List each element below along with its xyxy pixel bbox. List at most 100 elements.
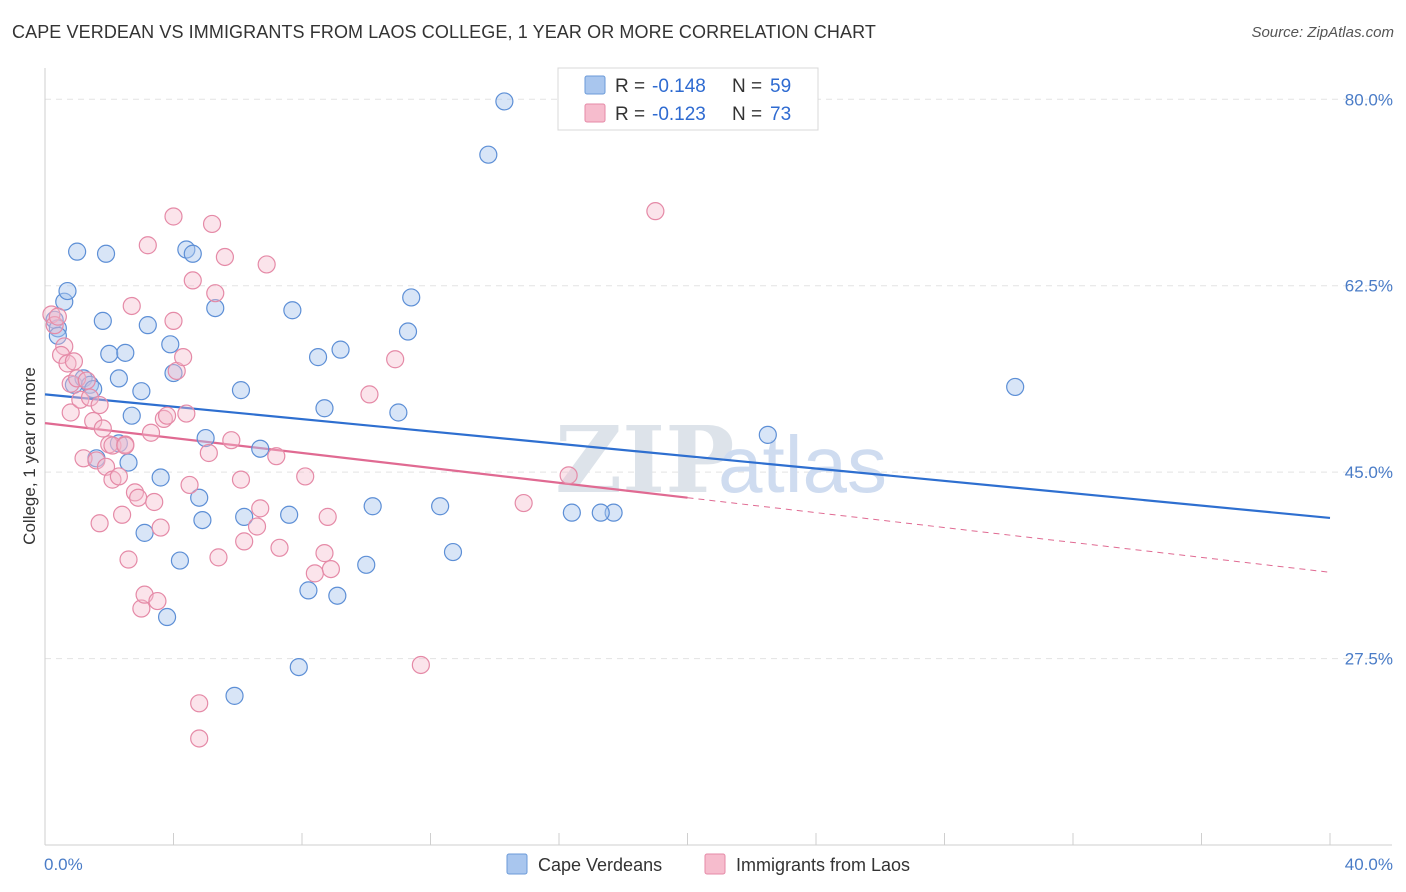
point-cape-verdean-15	[109, 369, 128, 388]
point-cape-verdean-40	[299, 581, 318, 600]
legend-swatch-blue	[584, 75, 606, 95]
point-laos-49	[206, 284, 225, 303]
point-laos-34	[148, 591, 167, 611]
point-cape-verdean-25	[164, 363, 183, 383]
point-cape-verdean-54	[562, 503, 581, 522]
point-laos-13	[84, 411, 103, 431]
point-cape-verdean-50	[431, 497, 450, 516]
point-laos-29	[132, 599, 151, 618]
point-laos-55	[247, 517, 267, 536]
point-laos-16	[90, 514, 109, 533]
point-cape-verdean-34	[231, 381, 251, 400]
point-cape-verdean-16	[116, 343, 135, 362]
point-laos-45	[190, 694, 209, 713]
legend-r-value-1: -0.148	[652, 76, 706, 97]
legend-n-label-1: N =	[732, 76, 762, 97]
chart-source: Source: ZipAtlas.com	[1251, 24, 1394, 41]
point-cape-verdean-33	[225, 686, 244, 705]
bottom-legend: Cape Verdeans Immigrants from Laos	[506, 853, 910, 875]
point-cape-verdean-28	[183, 244, 202, 263]
axes	[44, 68, 1392, 846]
point-laos-43	[180, 475, 199, 495]
point-laos-66	[386, 350, 405, 369]
point-laos-52	[222, 431, 241, 450]
point-laos-53	[231, 470, 251, 489]
point-cape-verdean-32	[206, 299, 225, 318]
point-cape-verdean-49	[402, 288, 421, 307]
legend-swatch-pink	[584, 103, 606, 123]
y-axis-label: College, 1 year or more	[20, 367, 39, 545]
point-laos-58	[267, 447, 286, 466]
watermark-atlas: atlas	[718, 420, 887, 509]
chart-title: CAPE VERDEAN VS IMMIGRANTS FROM LAOS COL…	[12, 22, 876, 42]
point-laos-44	[183, 271, 202, 290]
x-tick-labels: 0.0% 40.0%	[44, 855, 1393, 874]
point-cape-verdean-23	[157, 607, 177, 627]
point-laos-17	[93, 419, 112, 438]
point-laos-41	[174, 348, 193, 367]
point-laos-69	[559, 466, 578, 485]
legend-r-label-1: R =	[615, 76, 645, 97]
point-cape-verdean-39	[289, 657, 308, 677]
point-laos-61	[305, 564, 324, 583]
point-laos-12	[80, 388, 100, 407]
watermark-zip: ZIP	[555, 406, 734, 514]
y-tick-label-3: 80.0%	[1345, 90, 1393, 109]
point-laos-32	[141, 423, 161, 442]
bottom-legend-swatch-pink	[704, 853, 726, 875]
point-cape-verdean-46	[363, 497, 382, 516]
bottom-legend-swatch-blue	[506, 853, 528, 875]
point-cape-verdean-22	[151, 468, 170, 487]
watermark: ZIP atlas	[555, 406, 887, 514]
point-cape-verdean-38	[283, 301, 302, 320]
point-cape-verdean-30	[193, 510, 212, 530]
trend-line-laos-extension	[687, 497, 1331, 573]
y-tick-label-1: 45.0%	[1345, 463, 1393, 482]
y-tick-label-0: 27.5%	[1345, 650, 1393, 669]
point-laos-23	[112, 505, 132, 524]
bottom-legend-label-laos: Immigrants from Laos	[736, 855, 910, 875]
point-laos-64	[321, 559, 341, 579]
point-laos-42	[177, 404, 196, 423]
point-laos-37	[157, 406, 177, 425]
point-cape-verdean-6	[68, 242, 87, 261]
x-tick-label-0: 0.0%	[44, 855, 83, 874]
point-laos-26	[122, 296, 141, 316]
point-cape-verdean-58	[1006, 377, 1025, 397]
point-cape-verdean-2	[48, 326, 67, 345]
point-cape-verdean-55	[604, 503, 623, 522]
point-laos-56	[251, 499, 270, 518]
point-cape-verdean-24	[161, 335, 180, 354]
point-cape-verdean-21	[138, 316, 157, 335]
point-laos-59	[270, 538, 289, 557]
point-cape-verdean-13	[100, 344, 119, 364]
point-laos-14	[87, 451, 106, 470]
legend-n-label-2: N =	[732, 104, 762, 125]
point-cape-verdean-20	[135, 523, 154, 542]
point-laos-48	[202, 214, 222, 234]
y-tick-label-2: 62.5%	[1345, 277, 1393, 296]
point-cape-verdean-37	[280, 505, 299, 524]
point-cape-verdean-47	[389, 403, 408, 422]
point-cape-verdean-56	[591, 503, 610, 522]
point-laos-7	[61, 403, 80, 422]
point-cape-verdean-48	[398, 322, 418, 341]
point-cape-verdean-41	[308, 348, 328, 367]
point-laos-33	[145, 492, 164, 512]
point-laos-35	[151, 518, 170, 537]
point-laos-70	[646, 202, 665, 221]
point-laos-65	[360, 385, 379, 404]
point-laos-67	[411, 655, 430, 675]
point-laos-72	[77, 371, 96, 390]
point-cape-verdean-57	[758, 425, 777, 444]
legend-n-value-2: 73	[770, 104, 791, 125]
bottom-legend-label-cape-verdeans: Cape Verdeans	[538, 855, 662, 875]
point-laos-62	[315, 544, 334, 563]
point-cape-verdean-31	[196, 428, 215, 448]
point-cape-verdean-11	[93, 311, 112, 330]
point-cape-verdean-29	[190, 488, 209, 507]
point-cape-verdean-26	[170, 551, 190, 570]
x-tick-label-1: 40.0%	[1345, 855, 1393, 874]
point-laos-36	[154, 409, 173, 428]
legend: R = -0.148 N = 59 R = -0.123 N = 73	[557, 67, 819, 131]
